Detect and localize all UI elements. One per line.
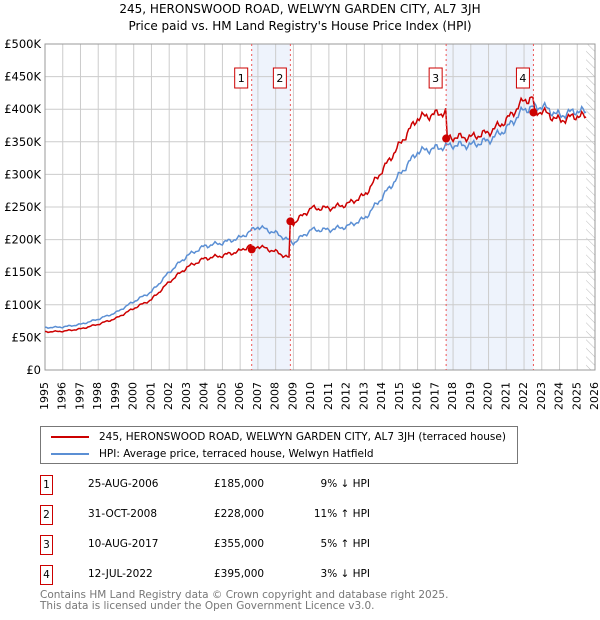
x-tick-label: 2022 [517,382,530,410]
y-tick-label: £350K [4,135,41,149]
property-price-line [44,96,587,334]
sale-number-badge: 3 [40,535,53,555]
x-tick-label: 2018 [446,382,459,410]
x-tick-label: 2016 [411,382,424,410]
x-tick-label: 2013 [357,382,370,410]
sale-price: £395,000 [214,568,265,580]
x-tick-label: 1996 [56,382,69,410]
sale-row: 3 10-AUG-2017 £355,000 5% ↑ HPI [40,535,540,555]
x-tick-label: 1995 [38,382,51,410]
sale-hpi-diff: 11% ↑ HPI [313,508,370,520]
legend-label: 245, HERONSWOOD ROAD, WELWYN GARDEN CITY… [99,431,506,443]
x-tick-label: 2007 [251,382,264,410]
sale-point [442,134,451,143]
x-tick-label: 1999 [109,382,122,410]
footer-line-1: Contains HM Land Registry data © Crown c… [40,589,449,601]
x-tick-label: 2004 [198,382,211,410]
sale-date: 12-JUL-2022 [88,568,153,580]
x-tick-label: 2009 [286,382,299,410]
sale-label: 3 [432,72,439,85]
y-tick-label: £200K [4,233,41,247]
sale-point [247,245,256,254]
y-tick-label: £100K [4,298,41,312]
x-tick-label: 1998 [91,382,104,410]
x-tick-label: 2025 [570,382,583,410]
sale-point [529,108,538,117]
x-tick-label: 2000 [127,382,140,410]
x-tick-label: 2026 [588,382,600,410]
y-tick-label: £500K [4,37,41,51]
legend-label: HPI: Average price, terraced house, Welw… [99,448,374,460]
sale-label: 2 [276,72,283,85]
plot-area: 1995 1996 1997 1998 1999 2000 2001 2002 2003 2004… [4,37,600,410]
legend-item-hpi: HPI: Average price, terraced house, Welw… [51,447,374,461]
sale-label-box [428,67,443,89]
chart-subtitle: Price paid vs. HM Land Registry's House … [128,19,472,33]
x-tick-label: 2014 [375,382,388,410]
chart-title: 245, HERONSWOOD ROAD, WELWYN GARDEN CITY… [119,2,481,16]
sale-hpi-diff: 5% ↑ HPI [320,538,370,550]
sale-date: 10-AUG-2017 [88,538,159,550]
footer-line-2: This data is licensed under the Open Gov… [40,600,375,612]
x-tick-label: 2002 [162,382,175,410]
x-tick-label: 2020 [482,382,495,410]
x-tick-label: 2012 [340,382,353,410]
legend-item-property: 245, HERONSWOOD ROAD, WELWYN GARDEN CITY… [51,430,506,444]
x-tick-label: 2019 [464,382,477,410]
sale-number-badge: 4 [40,565,53,585]
sale-price: £355,000 [214,538,265,550]
x-tick-label: 2015 [393,382,406,410]
sale-price: £185,000 [214,478,265,490]
y-tick-label: £250K [4,200,41,214]
sale-row: 4 12-JUL-2022 £395,000 3% ↓ HPI [40,565,540,585]
sale-hpi-diff: 9% ↓ HPI [320,478,370,490]
sale-number-badge: 2 [40,505,53,525]
x-tick-label: 2008 [269,382,282,410]
sale-hpi-diff: 3% ↓ HPI [320,568,370,580]
x-tick-label: 2017 [428,382,441,410]
x-tick-label: 2021 [499,382,512,410]
sale-number-badge: 1 [40,475,53,495]
sale-label-box [272,67,287,89]
x-tick-label: 2023 [535,382,548,410]
y-tick-label: £400K [4,102,41,116]
y-tick-label: £50K [12,330,42,344]
x-tick-label: 2005 [215,382,228,410]
sale-row: 2 31-OCT-2008 £228,000 11% ↑ HPI [40,505,540,525]
plot-frame [44,43,596,371]
hpi-line [44,101,587,329]
sale-label: 1 [238,72,245,85]
x-tick-label: 2010 [304,382,317,410]
x-tick-label: 1997 [73,382,86,410]
x-tick-label: 2006 [233,382,246,410]
sale-label-box [234,67,249,89]
sale-date: 31-OCT-2008 [88,508,157,520]
x-tick-label: 2024 [553,382,566,410]
sale-label-box [515,67,530,89]
y-tick-label: £450K [4,70,41,84]
sale-date: 25-AUG-2006 [88,478,159,490]
x-tick-label: 2011 [322,382,335,410]
y-tick-label: £0 [26,363,41,377]
y-tick-label: £300K [4,167,41,181]
y-tick-label: £150K [4,265,41,279]
sale-row: 1 25-AUG-2006 £185,000 9% ↓ HPI [40,475,540,495]
x-tick-label: 2003 [180,382,193,410]
footer: Contains HM Land Registry data © Crown c… [40,590,448,612]
x-tick-label: 2001 [144,382,157,410]
sale-label: 4 [519,72,526,85]
sale-price: £228,000 [214,508,265,520]
legend: 245, HERONSWOOD ROAD, WELWYN GARDEN CITY… [40,426,518,464]
sale-point [286,217,295,226]
